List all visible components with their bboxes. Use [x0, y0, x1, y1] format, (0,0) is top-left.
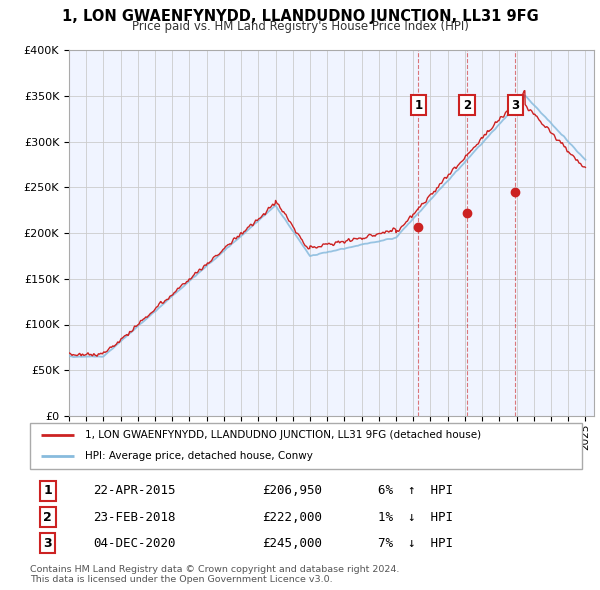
- Text: 2: 2: [43, 511, 52, 524]
- Text: 2: 2: [463, 99, 471, 112]
- Text: 23-FEB-2018: 23-FEB-2018: [94, 511, 176, 524]
- Text: 1: 1: [415, 99, 422, 112]
- Text: HPI: Average price, detached house, Conwy: HPI: Average price, detached house, Conw…: [85, 451, 313, 461]
- Text: Contains HM Land Registry data © Crown copyright and database right 2024.: Contains HM Land Registry data © Crown c…: [30, 565, 400, 574]
- Text: This data is licensed under the Open Government Licence v3.0.: This data is licensed under the Open Gov…: [30, 575, 332, 584]
- Text: 1%  ↓  HPI: 1% ↓ HPI: [378, 511, 453, 524]
- Text: 1, LON GWAENFYNYDD, LLANDUDNO JUNCTION, LL31 9FG: 1, LON GWAENFYNYDD, LLANDUDNO JUNCTION, …: [62, 9, 538, 24]
- Text: 1, LON GWAENFYNYDD, LLANDUDNO JUNCTION, LL31 9FG (detached house): 1, LON GWAENFYNYDD, LLANDUDNO JUNCTION, …: [85, 430, 481, 440]
- Text: 7%  ↓  HPI: 7% ↓ HPI: [378, 537, 453, 550]
- Text: £245,000: £245,000: [262, 537, 322, 550]
- Text: 3: 3: [511, 99, 519, 112]
- Text: 3: 3: [43, 537, 52, 550]
- Text: 22-APR-2015: 22-APR-2015: [94, 484, 176, 497]
- Text: 04-DEC-2020: 04-DEC-2020: [94, 537, 176, 550]
- FancyBboxPatch shape: [30, 423, 582, 469]
- Text: 6%  ↑  HPI: 6% ↑ HPI: [378, 484, 453, 497]
- Text: £206,950: £206,950: [262, 484, 322, 497]
- Text: £222,000: £222,000: [262, 511, 322, 524]
- Text: Price paid vs. HM Land Registry's House Price Index (HPI): Price paid vs. HM Land Registry's House …: [131, 20, 469, 33]
- Text: 1: 1: [43, 484, 52, 497]
